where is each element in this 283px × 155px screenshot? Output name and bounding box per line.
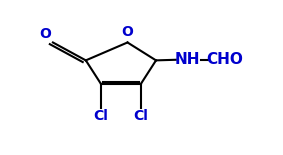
Text: CHO: CHO <box>207 52 244 67</box>
Text: O: O <box>39 27 51 41</box>
Text: Cl: Cl <box>94 109 109 123</box>
Text: NH: NH <box>175 52 201 67</box>
Text: O: O <box>122 25 133 40</box>
Text: Cl: Cl <box>133 109 148 123</box>
